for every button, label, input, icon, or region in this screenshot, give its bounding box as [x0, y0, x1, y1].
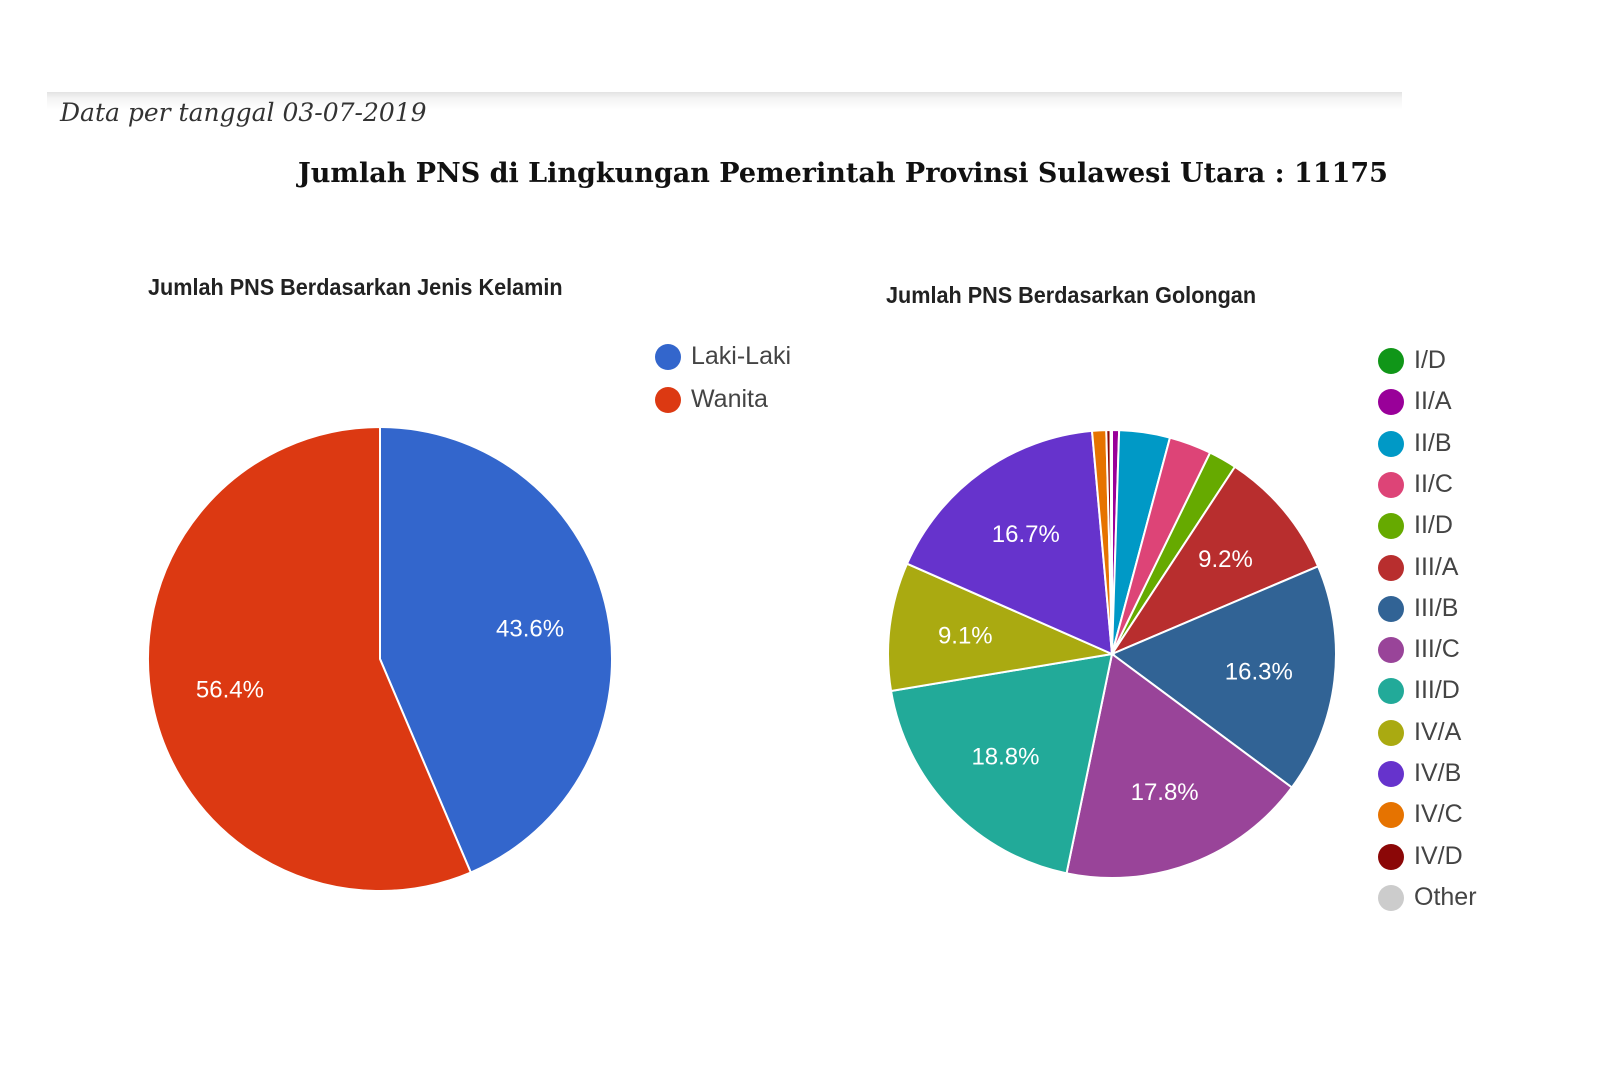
legend-label: II/A: [1414, 387, 1452, 416]
legend-swatch: [1378, 802, 1404, 829]
legend-label: II/B: [1414, 428, 1452, 457]
legend-label: II/D: [1414, 511, 1453, 540]
legend-label: III/B: [1414, 593, 1459, 622]
legend-label: Wanita: [691, 385, 768, 413]
legend-label: Other: [1414, 882, 1477, 911]
legend-swatch: [1378, 884, 1404, 911]
legend-swatch: [1378, 389, 1404, 416]
legend-label: IV/A: [1414, 717, 1462, 746]
gender-slice-laki-laki: [379, 425, 613, 874]
gender-slice-wanita: [147, 425, 473, 892]
gender-chart-title: Jumlah PNS Berdasarkan Jenis Kelamin: [148, 274, 563, 300]
grade-slice-iii-b: [1110, 564, 1337, 789]
legend-swatch: [1378, 719, 1404, 746]
legend-swatch: [1378, 471, 1404, 498]
grade-chart-title: Jumlah PNS Berdasarkan Golongan: [886, 282, 1257, 308]
legend-swatch: [1378, 678, 1404, 705]
legend-label: III/A: [1414, 552, 1459, 581]
grade-slice-other: [1109, 428, 1113, 655]
legend-swatch: [1378, 513, 1404, 540]
legend-swatch: [655, 387, 681, 413]
legend-label: IV/D: [1414, 841, 1463, 870]
grade-slice-label-iii-d: 18.8%: [971, 744, 1039, 771]
grade-slice-iii-c: [1065, 652, 1294, 879]
legend-label: III/D: [1414, 676, 1460, 705]
grade-slice-iv-b: [905, 429, 1114, 656]
legend-label: I/D: [1414, 346, 1446, 374]
legend-swatch: [1378, 554, 1404, 581]
grade-slice-iii-d: [889, 652, 1114, 875]
legend-swatch: [1378, 843, 1404, 870]
gender-slice-label-laki-laki: 43.6%: [496, 615, 564, 642]
legend-label: IV/C: [1414, 800, 1463, 829]
legend-swatch: [1378, 595, 1404, 622]
legend-label: III/C: [1414, 635, 1460, 664]
legend-swatch: [1378, 637, 1404, 664]
legend-label: Laki-Laki: [691, 342, 792, 370]
grade-slice-label-iv-b: 16.7%: [992, 521, 1060, 548]
grade-pie: 9.2% 16.3% 17.8% 18.8% 9.1% 16.7%: [887, 428, 1337, 879]
grade-slice-iv-a: [887, 562, 1116, 693]
legend-swatch: [655, 344, 681, 370]
header-bar: [47, 92, 1402, 132]
grade-slice-iii-a: [1109, 465, 1320, 657]
legend-swatch: [1378, 430, 1404, 457]
grade-slice-label-iii-c: 17.8%: [1131, 779, 1199, 806]
legend-swatch: [1378, 348, 1404, 374]
legend-label: IV/B: [1414, 759, 1462, 787]
gender-pie: 43.6% 56.4%: [147, 425, 613, 892]
gender-slice-label-wanita: 56.4%: [196, 677, 264, 704]
date-note: Data per tanggal 03-07-2019: [60, 98, 427, 127]
legend-label: II/C: [1414, 469, 1453, 498]
page-title: Jumlah PNS di Lingkungan Pemerintah Prov…: [298, 158, 1388, 189]
grade-slice-label-iii-b: 16.3%: [1225, 658, 1293, 685]
grade-slice-label-iv-a: 9.1%: [938, 623, 993, 650]
legend-swatch: [1378, 761, 1404, 787]
grade-slice-label-iii-a: 9.2%: [1198, 546, 1253, 573]
